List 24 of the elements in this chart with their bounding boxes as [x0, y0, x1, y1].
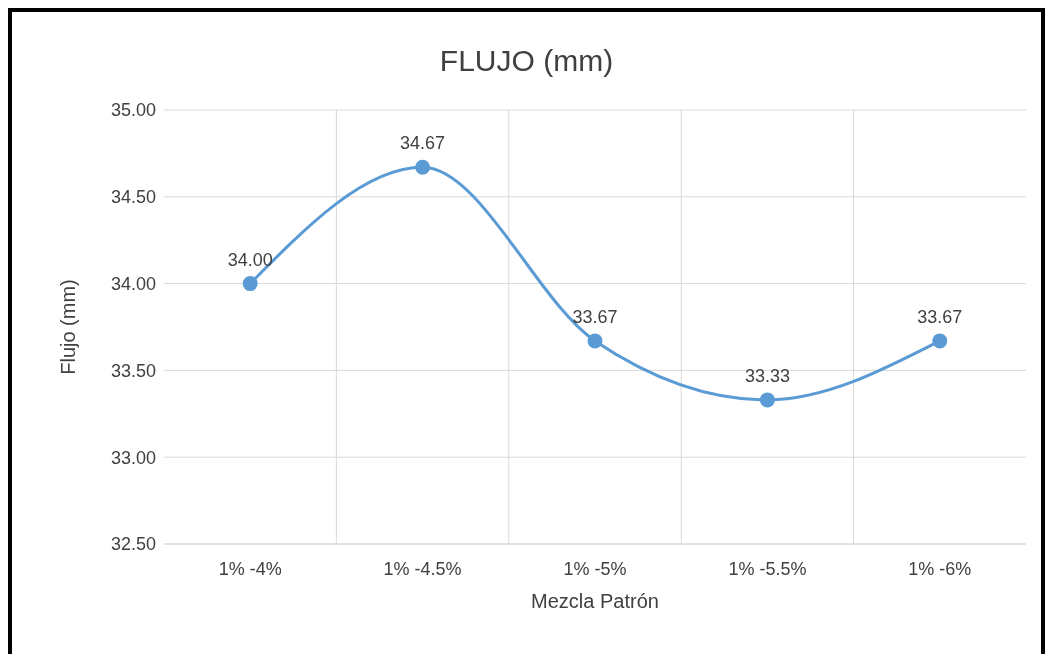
chart-title: FLUJO (mm) — [438, 44, 615, 78]
x-axis-title: Mezcla Patrón — [531, 590, 659, 612]
point — [242, 276, 258, 292]
x-tick-label: 1% -6% — [908, 558, 972, 579]
point — [759, 392, 775, 408]
y-tick-label: 34.00 — [110, 273, 156, 294]
x-tick-label: 1% -4.5% — [383, 558, 462, 579]
point — [415, 159, 431, 175]
y-tick-label: 32.50 — [110, 534, 156, 555]
y-tick-label: 33.50 — [110, 360, 156, 381]
data-label: 33.67 — [917, 306, 963, 327]
y-axis-title: Flujo (mm) — [57, 279, 80, 375]
y-tick-label: 35.00 — [110, 100, 156, 121]
data-label: 34.00 — [227, 249, 273, 270]
y-tick-label: 34.50 — [110, 187, 156, 208]
x-tick-label: 1% -5% — [563, 558, 627, 579]
data-label: 33.33 — [744, 365, 790, 386]
x-tick-label: 1% -5.5% — [728, 558, 807, 579]
point — [587, 333, 603, 349]
point — [932, 333, 948, 349]
x-tick-label: 1% -4% — [218, 558, 282, 579]
y-tick-label: 33.00 — [110, 447, 156, 468]
data-label: 34.67 — [400, 133, 446, 154]
data-label: 33.67 — [572, 306, 618, 327]
